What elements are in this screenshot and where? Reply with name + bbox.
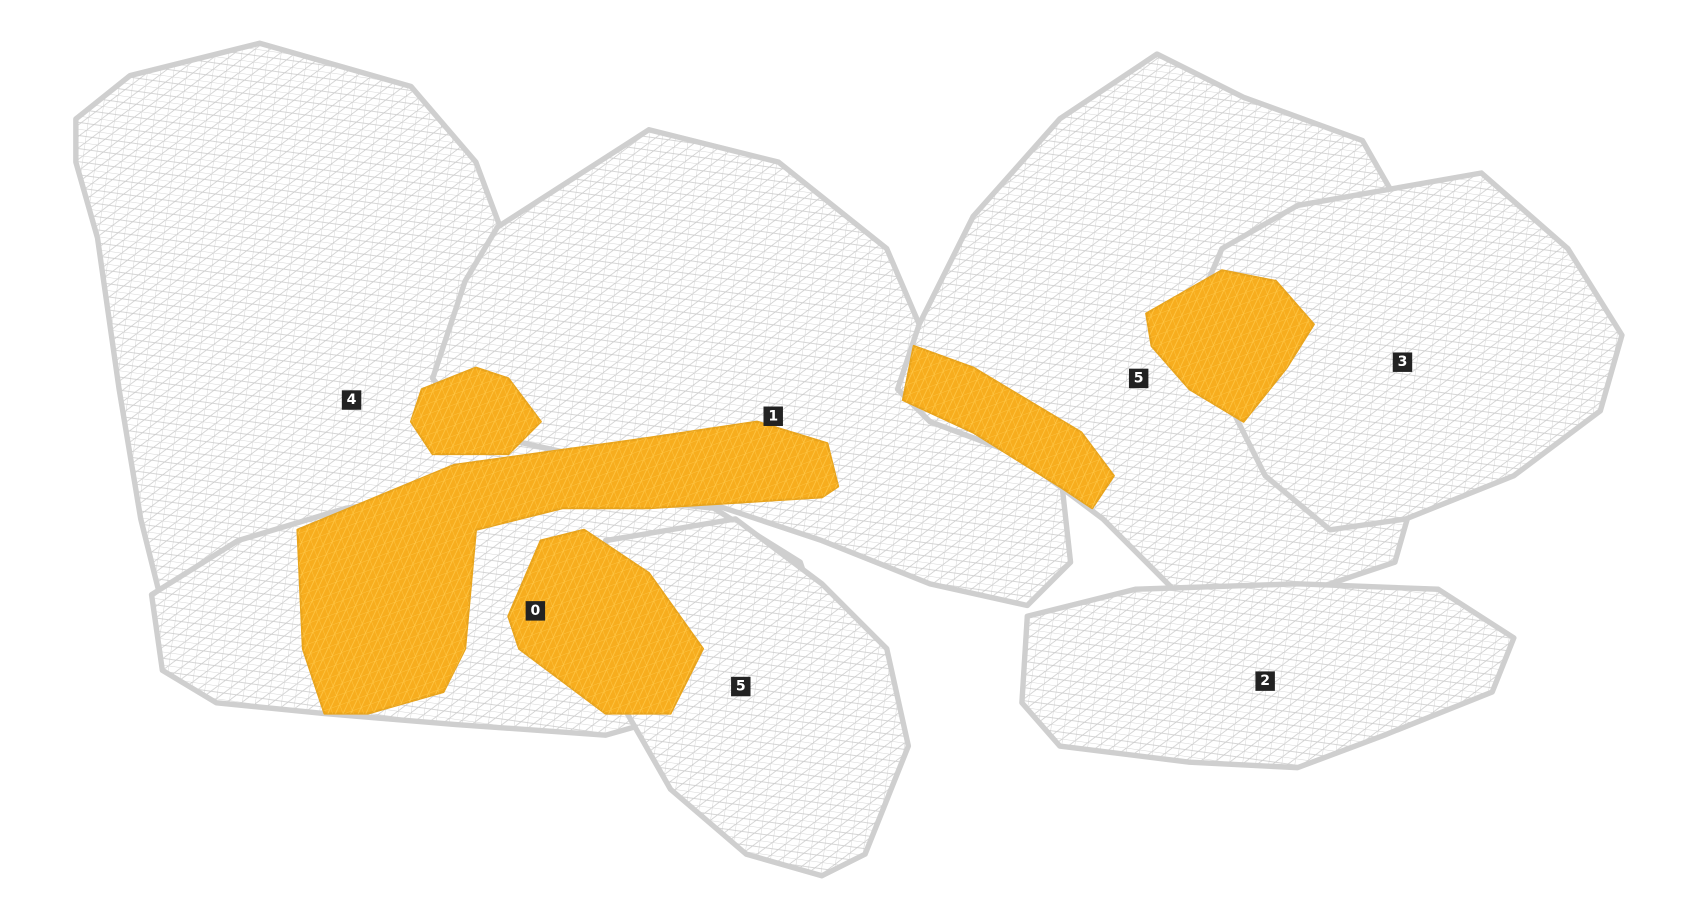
rock-label: 5 xyxy=(736,679,746,695)
label-box xyxy=(731,676,751,697)
highlight-patches xyxy=(296,269,1315,715)
rock-label: 3 xyxy=(1398,354,1408,370)
rock-label: 1 xyxy=(768,408,778,424)
label-box xyxy=(1128,368,1149,389)
patch-mesh xyxy=(297,421,839,714)
rock-label: 2 xyxy=(1260,673,1270,689)
label-box xyxy=(525,601,546,621)
label-box xyxy=(763,406,783,426)
patch-mesh xyxy=(411,367,541,455)
patch-mesh xyxy=(902,345,1114,509)
label-box xyxy=(1392,352,1413,372)
label-box xyxy=(341,390,362,410)
patch-mesh xyxy=(1146,270,1314,422)
rocks xyxy=(73,40,1625,879)
rock-label: 0 xyxy=(530,603,540,619)
rock-label: 5 xyxy=(1134,370,1144,386)
rock-labels: 4 1 0 5 5 2 3 xyxy=(341,352,1413,697)
label-box xyxy=(1255,671,1275,691)
patch-mesh xyxy=(508,529,703,714)
rock-label: 4 xyxy=(347,392,357,408)
